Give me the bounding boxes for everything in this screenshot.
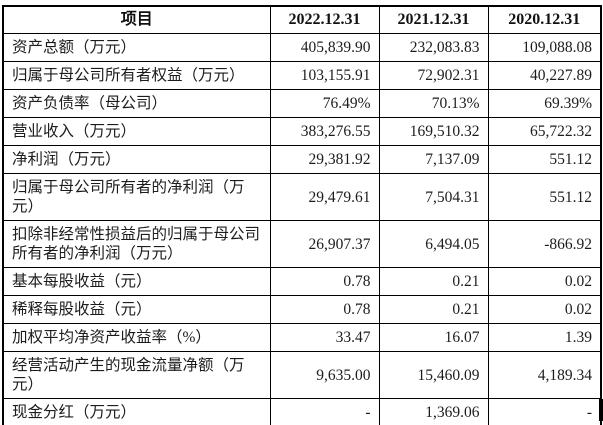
row-value: 551.12	[487, 145, 602, 174]
table-row: 资产总额（万元） 405,839.90 232,083.83 109,088.08	[2, 33, 602, 62]
row-label: 加权平均净资产收益率（%）	[2, 323, 271, 352]
row-value: 72,902.31	[378, 61, 489, 90]
row-label: 归属于母公司所有者权益（万元）	[2, 61, 271, 90]
row-value: 0.78	[269, 267, 380, 296]
table-row: 扣除非经常性损益后的归属于母公司所有者的净利润（万元） 26,907.37 6,49…	[2, 220, 602, 268]
table-row: 现金分红（万元） -1,369.06-	[2, 398, 602, 425]
row-value: -	[269, 398, 380, 425]
row-value: 40,227.89	[487, 61, 602, 90]
row-value: 7,504.31	[378, 173, 489, 221]
row-value: 65,722.32	[487, 117, 602, 146]
row-value: 0.02	[487, 295, 602, 324]
row-label: 稀释每股收益（元）	[2, 295, 271, 324]
row-label: 基本每股收益（元）	[2, 267, 271, 296]
page-edge-mark	[599, 399, 603, 421]
row-label: 营业收入（万元）	[2, 117, 271, 146]
row-value: 70.13%	[378, 89, 489, 118]
row-value: 29,381.92	[269, 145, 380, 174]
row-value: 1,369.06	[378, 398, 489, 425]
row-label: 资产负债率（母公司）	[2, 89, 271, 118]
row-value: 383,276.55	[269, 117, 380, 146]
row-label: 资产总额（万元）	[2, 33, 271, 62]
row-value: 0.21	[378, 267, 489, 296]
row-value: 76.49%	[269, 89, 380, 118]
table-row: 经营活动产生的现金流量净额（万元） 9,635.00 15,460.09 4,189.…	[2, 351, 602, 399]
table-header-row: 项目 2022.12.31 2021.12.31 2020.12.31	[2, 5, 602, 34]
row-value: 109,088.08	[487, 33, 602, 62]
table-body: 资产总额（万元） 405,839.90 232,083.83 109,088.08 归属…	[2, 33, 602, 425]
table-row: 归属于母公司所有者的净利润（万元） 29,479.61 7,504.31 551.12	[2, 173, 602, 221]
column-header-2022: 2022.12.31	[269, 5, 380, 34]
row-value: 103,155.91	[269, 61, 380, 90]
row-value: 4,189.34	[487, 351, 602, 399]
row-value: 33.47	[269, 323, 380, 352]
column-header-item: 项目	[2, 5, 271, 34]
row-value: 1.39	[487, 323, 602, 352]
row-value: -866.92	[487, 220, 602, 268]
table-row: 资产负债率（母公司） 76.49% 70.13% 69.39%	[2, 89, 602, 118]
row-label: 经营活动产生的现金流量净额（万元）	[2, 351, 271, 399]
row-label: 归属于母公司所有者的净利润（万元）	[2, 173, 271, 221]
financial-summary-table: 项目 2022.12.31 2021.12.31 2020.12.31 资产总额…	[2, 5, 602, 425]
table-row: 净利润（万元） 29,381.92 7,137.09 551.12	[2, 145, 602, 174]
row-value: 0.78	[269, 295, 380, 324]
row-value: 6,494.05	[378, 220, 489, 268]
row-value: 405,839.90	[269, 33, 380, 62]
row-value: 232,083.83	[378, 33, 489, 62]
column-header-2021: 2021.12.31	[378, 5, 489, 34]
table-row: 稀释每股收益（元） 0.78 0.21 0.02	[2, 295, 602, 324]
row-value: 9,635.00	[269, 351, 380, 399]
row-value: -	[487, 398, 602, 425]
row-value: 29,479.61	[269, 173, 380, 221]
table-row: 基本每股收益（元） 0.78 0.21 0.02	[2, 267, 602, 296]
row-label: 现金分红（万元）	[2, 398, 271, 425]
row-value: 7,137.09	[378, 145, 489, 174]
row-value: 26,907.37	[269, 220, 380, 268]
table-row: 归属于母公司所有者权益（万元） 103,155.91 72,902.31 40,227…	[2, 61, 602, 90]
row-value: 69.39%	[487, 89, 602, 118]
row-value: 551.12	[487, 173, 602, 221]
table-row: 营业收入（万元） 383,276.55 169,510.32 65,722.32	[2, 117, 602, 146]
row-value: 169,510.32	[378, 117, 489, 146]
row-value: 15,460.09	[378, 351, 489, 399]
table-row: 加权平均净资产收益率（%） 33.47 16.07 1.39	[2, 323, 602, 352]
row-label: 扣除非经常性损益后的归属于母公司所有者的净利润（万元）	[2, 220, 271, 268]
row-value: 16.07	[378, 323, 489, 352]
row-value: 0.02	[487, 267, 602, 296]
row-label: 净利润（万元）	[2, 145, 271, 174]
row-value: 0.21	[378, 295, 489, 324]
column-header-2020: 2020.12.31	[487, 5, 602, 34]
